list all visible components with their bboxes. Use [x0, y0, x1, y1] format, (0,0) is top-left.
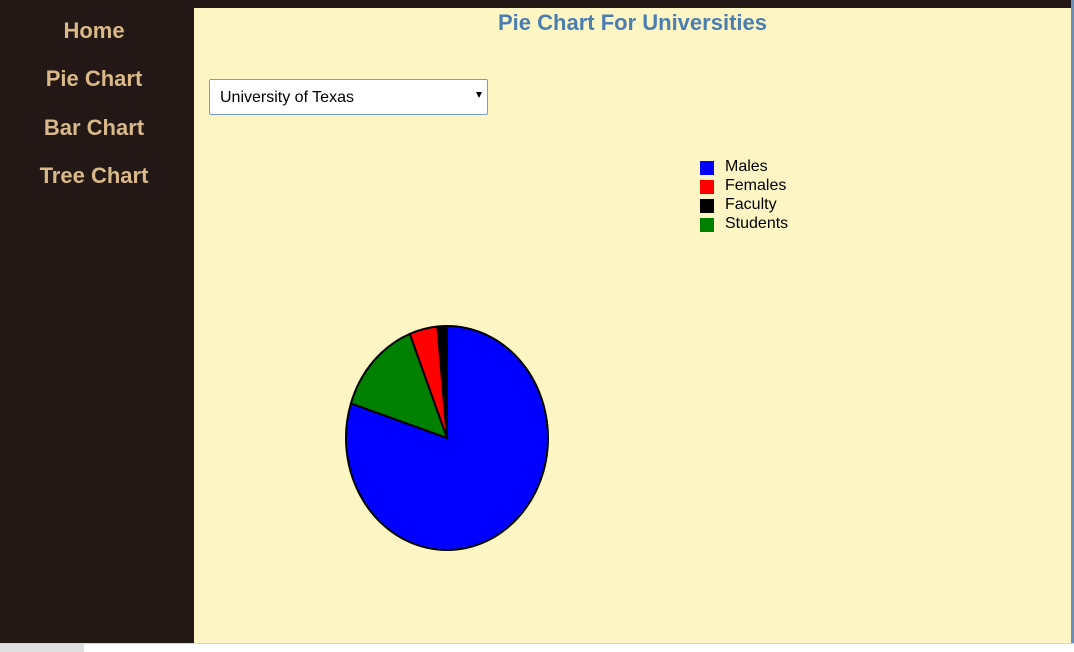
page-title: Pie Chart For Universities — [498, 10, 767, 35]
pie-slice-students[interactable] — [349, 332, 449, 440]
legend-swatch — [700, 218, 714, 232]
main-content: Pie Chart For Universities University of… — [194, 8, 1071, 643]
university-select[interactable]: University of Texas — [209, 79, 488, 115]
legend-swatch — [700, 161, 714, 175]
legend-label: Students — [725, 215, 789, 232]
legend-swatch — [700, 199, 714, 213]
legend-swatch — [700, 180, 714, 194]
nav-link-tree-chart[interactable]: Tree Chart — [39, 163, 149, 188]
nav-link-home[interactable]: Home — [63, 18, 125, 43]
legend-label: Males — [725, 158, 768, 175]
horizontal-scrollbar[interactable] — [0, 643, 1074, 652]
nav-link-pie-chart[interactable]: Pie Chart — [45, 66, 143, 91]
sidebar: Home Pie Chart Bar Chart Tree Chart — [0, 0, 194, 643]
pie-slice-faculty[interactable] — [436, 324, 448, 439]
legend-label: Faculty — [725, 196, 777, 213]
scrollbar-thumb[interactable] — [0, 644, 84, 652]
nav-link-bar-chart[interactable]: Bar Chart — [43, 115, 145, 140]
dropdown-arrow-icon — [476, 92, 482, 98]
top-strip — [194, 0, 1074, 8]
legend-label: Females — [725, 177, 787, 194]
right-border — [1071, 0, 1074, 643]
pie-chart — [344, 324, 549, 551]
